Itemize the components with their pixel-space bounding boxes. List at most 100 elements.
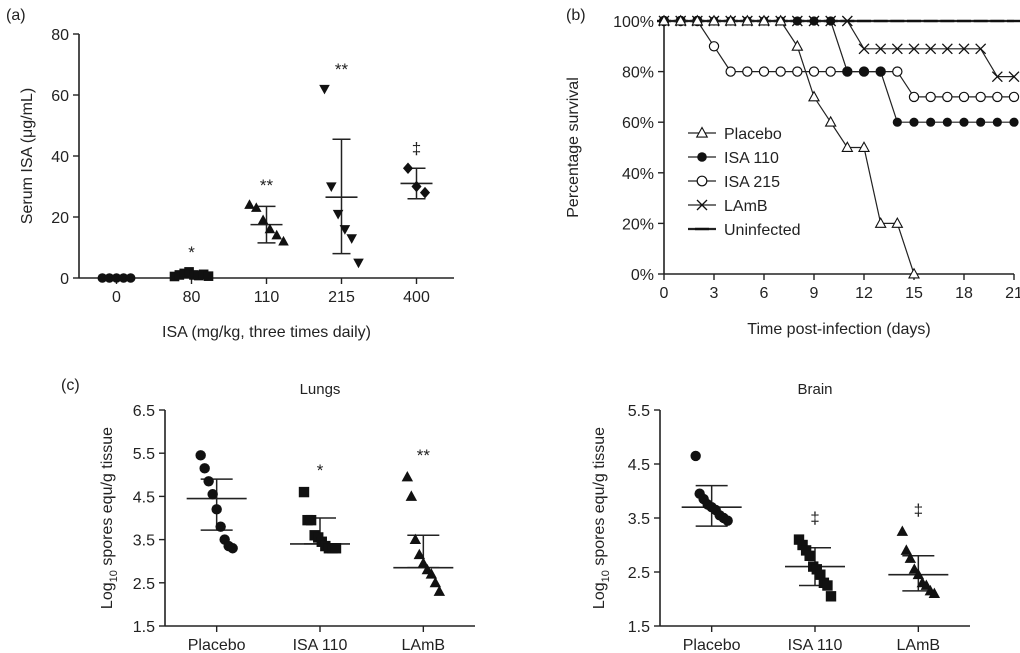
data-point	[691, 14, 704, 26]
data-point	[825, 66, 836, 77]
data-point	[912, 568, 925, 580]
data-point	[433, 585, 446, 596]
y-label-part: spores equ/g tissue	[591, 427, 608, 570]
y-tick-label: 20	[51, 210, 69, 227]
data-point	[928, 587, 941, 599]
data-point	[825, 591, 837, 602]
x-tick-label: 21	[1005, 285, 1020, 302]
legend-label: Uninfected	[724, 222, 801, 239]
y-axis-label: Serum ISA (μg/mL)	[19, 88, 36, 224]
group-lamb: ‡	[888, 501, 949, 599]
data-point	[758, 14, 770, 26]
y-tick-label: 2.5	[133, 576, 155, 593]
data-point	[975, 43, 987, 55]
data-point	[958, 43, 970, 55]
legend-marker	[696, 175, 708, 187]
legend-label: ISA 110	[724, 150, 779, 167]
data-point	[925, 43, 937, 55]
y-tick-label: 40%	[622, 166, 654, 183]
data-point	[742, 66, 753, 77]
data-point	[125, 273, 136, 283]
data-point	[405, 490, 418, 501]
data-point	[724, 14, 737, 26]
group-215: **	[319, 60, 364, 269]
data-point	[332, 209, 344, 220]
data-point	[199, 463, 210, 474]
data-point	[824, 115, 837, 127]
x-tick-label: 6	[760, 285, 769, 302]
significance-label: *	[317, 461, 324, 480]
y-label-part: Log	[99, 582, 116, 609]
series-isa-215	[658, 15, 1020, 103]
data-point	[722, 515, 733, 526]
x-tick-label: 0	[660, 285, 669, 302]
data-point	[858, 141, 870, 152]
data-point	[909, 117, 919, 127]
data-point	[892, 66, 903, 77]
data-point	[942, 91, 953, 103]
data-point	[203, 476, 214, 487]
panel-label: (c)	[61, 377, 80, 394]
data-point	[908, 267, 920, 279]
data-point	[425, 568, 438, 579]
y-tick-label: 4.5	[133, 489, 155, 506]
data-point	[900, 544, 913, 555]
y-tick-label: 0%	[631, 267, 654, 284]
x-tick-label: 3	[710, 285, 719, 302]
data-point	[811, 564, 822, 575]
data-point	[958, 91, 970, 103]
data-point	[975, 91, 986, 103]
data-point	[326, 182, 337, 193]
y-tick-label: 60%	[622, 115, 654, 132]
data-point	[809, 16, 819, 26]
x-tick-label: 400	[403, 289, 430, 306]
data-point	[791, 39, 804, 51]
data-point	[908, 91, 920, 103]
data-point	[822, 580, 833, 591]
data-point	[959, 117, 969, 127]
y-tick-label: 5.5	[628, 403, 650, 420]
data-point	[690, 450, 701, 462]
data-point	[330, 543, 342, 554]
data-point	[118, 273, 129, 283]
group-isa-110: *	[290, 461, 350, 554]
data-point	[417, 557, 430, 568]
data-point	[1008, 71, 1020, 83]
y-tick-label: 20%	[622, 216, 654, 233]
significance-label: **	[260, 176, 274, 195]
legend-label: Placebo	[724, 126, 782, 143]
data-point	[891, 216, 904, 228]
data-point	[169, 271, 180, 282]
data-point	[991, 71, 1003, 83]
data-point	[758, 66, 770, 77]
data-point	[741, 14, 754, 26]
y-tick-label: 1.5	[133, 619, 155, 636]
data-point	[793, 534, 805, 545]
y-tick-label: 100%	[613, 14, 654, 31]
y-tick-label: 1.5	[628, 619, 650, 636]
data-point	[841, 15, 853, 27]
panel-label: (a)	[6, 7, 26, 24]
data-point	[708, 41, 720, 52]
data-point	[892, 117, 902, 127]
data-point	[658, 14, 670, 26]
data-point	[804, 550, 815, 561]
data-point	[104, 273, 115, 283]
y-tick-label: 3.5	[133, 533, 155, 550]
x-tick-label: LAmB	[402, 637, 446, 653]
data-point	[411, 180, 422, 193]
series-placebo	[658, 14, 920, 279]
data-point	[97, 273, 108, 283]
data-point	[815, 569, 826, 580]
data-point	[257, 214, 269, 225]
data-point	[925, 91, 936, 103]
y-label-sub: 10	[600, 570, 612, 582]
data-point	[346, 234, 357, 244]
legend: Placebo ISA 110 ISA 215 LAmB Uninfected	[688, 126, 801, 239]
y-tick-label: 80%	[622, 65, 654, 82]
panel-c-lungs: (c) Lungs 1.5 2.5 3.5 4.5 5.5 6.5 Placebo ISA 110…	[61, 377, 475, 653]
series-line	[664, 20, 915, 275]
data-point	[207, 489, 218, 500]
y-label-part: spores equ/g tissue	[99, 427, 116, 570]
x-tick-label: ISA 110	[788, 637, 843, 653]
